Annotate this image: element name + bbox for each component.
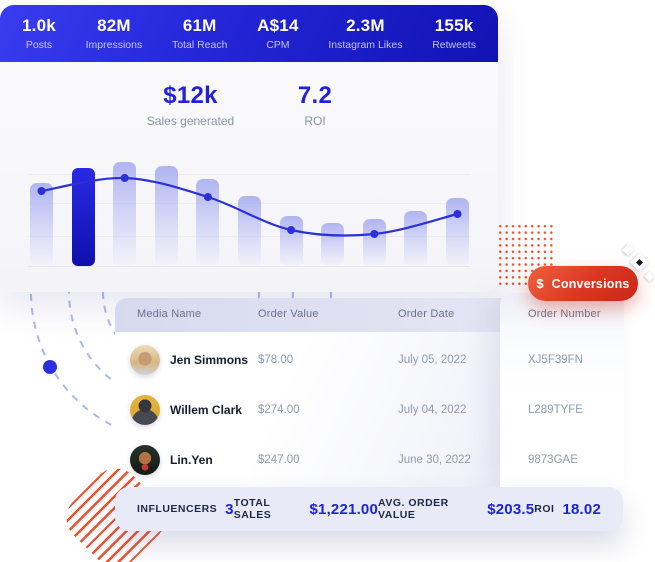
stat-cpm: A$14 CPM: [257, 16, 298, 51]
avatar: [130, 395, 160, 425]
avatar: [130, 445, 160, 475]
stat-label: CPM: [266, 39, 290, 51]
column-header-order-number: Order Number: [528, 308, 601, 320]
column-header-order-date: Order Date: [398, 308, 455, 320]
stat-label: Instagram Likes: [328, 39, 403, 51]
order-date: June 30, 2022: [398, 454, 471, 466]
chart-gridline: [28, 174, 470, 175]
stat-total-reach: 61M Total Reach: [172, 16, 227, 51]
bar: [321, 223, 345, 266]
roi-summary: 7.2 ROI: [272, 82, 358, 128]
media-name: Willem Clark: [170, 403, 242, 417]
bar: [404, 211, 428, 266]
footer-value: $1,221.00: [309, 500, 379, 518]
footer-value: $203.5: [487, 500, 535, 518]
bar: [113, 162, 137, 266]
stat-retweets: 155k Retweets: [432, 16, 476, 51]
stats-bar: 1.0k Posts 82M Impressions 61M Total Rea…: [0, 5, 498, 62]
table-row: Lin.Yen $247.00 June 30, 2022: [115, 438, 500, 482]
footer-influencers: INFLUENCERS 3: [137, 501, 234, 518]
roi-value: 7.2: [297, 82, 333, 109]
stat-value: 155k: [434, 16, 474, 35]
footer-value: 3: [225, 500, 234, 518]
footer-label: INFLUENCERS: [137, 503, 218, 515]
footer-total-sales: TOTAL SALES $1,221.00: [234, 497, 378, 521]
bar: [30, 183, 53, 266]
order-date: July 04, 2022: [398, 404, 467, 416]
stat-label: Impressions: [85, 39, 143, 51]
order-number: L289TYFE: [528, 404, 583, 416]
stat-value: 2.3M: [346, 16, 385, 35]
footer-label: ROI: [534, 503, 555, 515]
stat-value: 61M: [182, 16, 217, 35]
analytics-card: 1.0k Posts 82M Impressions 61M Total Rea…: [0, 5, 498, 292]
footer-avg-order-value: AVG. ORDER VALUE $203.5: [378, 497, 534, 521]
table-row: Willem Clark $274.00 July 04, 2022: [115, 388, 500, 432]
column-header-media-name: Media Name: [137, 308, 202, 320]
stat-impressions: 82M Impressions: [86, 16, 143, 51]
bar-highlighted: [71, 168, 95, 266]
stat-label: Posts: [25, 39, 53, 51]
roi-label: ROI: [304, 114, 326, 128]
bar: [238, 196, 261, 266]
order-value: $274.00: [258, 404, 300, 416]
sales-value: $12k: [163, 82, 218, 109]
sparkle-diamond-center: [635, 258, 644, 267]
bar: [446, 198, 469, 266]
sales-generated-summary: $12k Sales generated: [118, 82, 263, 128]
media-name: Jen Simmons: [170, 353, 249, 367]
stat-label: Retweets: [432, 39, 476, 51]
orbit-dot: [43, 360, 57, 374]
stat-posts: 1.0k Posts: [22, 16, 56, 51]
footer-value: 18.02: [562, 500, 601, 518]
chart-baseline: [28, 266, 470, 267]
order-value: $247.00: [258, 454, 300, 466]
footer-roi: ROI 18.02: [534, 501, 601, 518]
stat-value: 1.0k: [22, 16, 56, 35]
bar: [154, 166, 178, 266]
stat-value: 82M: [97, 16, 131, 35]
bar: [279, 216, 303, 266]
order-number-column-panel: Order Number XJ5F39FN L289TYFE 9873GAE: [500, 293, 624, 487]
avatar: [130, 345, 160, 375]
bar: [196, 179, 220, 266]
order-date: July 05, 2022: [398, 354, 467, 366]
conversions-button[interactable]: $ Conversions: [528, 266, 638, 301]
dollar-icon: $: [536, 276, 544, 291]
totals-footer: INFLUENCERS 3 TOTAL SALES $1,221.00 AVG.…: [115, 487, 623, 531]
footer-label: AVG. ORDER VALUE: [378, 497, 449, 521]
order-number: XJ5F39FN: [528, 354, 583, 366]
table-row: Jen Simmons $78.00 July 05, 2022: [115, 338, 500, 382]
order-value: $78.00: [258, 354, 294, 366]
footer-label: TOTAL SALES: [233, 497, 272, 521]
conversions-button-label: Conversions: [551, 276, 630, 291]
stat-value: A$14: [257, 16, 299, 35]
stat-instagram-likes: 2.3M Instagram Likes: [328, 16, 402, 51]
column-header-order-value: Order Value: [258, 308, 319, 320]
stat-label: Total Reach: [171, 39, 228, 51]
media-name: Lin.Yen: [170, 453, 213, 467]
order-number: 9873GAE: [528, 454, 578, 466]
sales-label: Sales generated: [146, 114, 235, 128]
bar: [362, 219, 386, 266]
